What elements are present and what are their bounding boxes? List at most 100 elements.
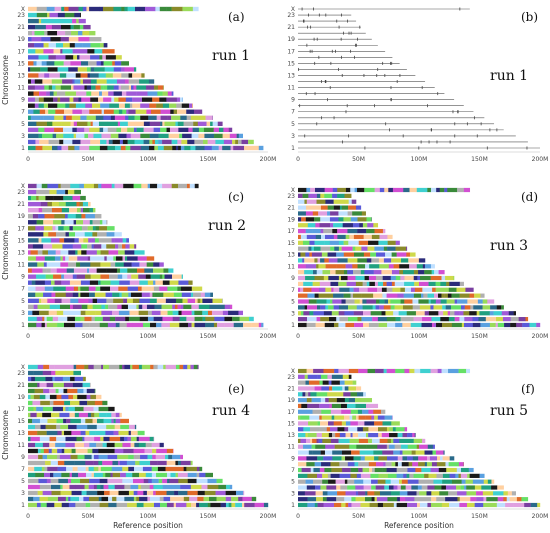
bar-chr-18 — [28, 220, 108, 225]
segment — [162, 183, 172, 189]
segment — [336, 317, 340, 322]
segment — [52, 262, 61, 267]
y-axis-label: Chromosome — [1, 410, 10, 460]
segment — [122, 274, 128, 279]
segment — [379, 187, 385, 193]
segment — [298, 450, 310, 455]
segment — [350, 392, 358, 397]
segment — [34, 43, 44, 48]
segment — [172, 316, 180, 322]
segment — [48, 232, 57, 237]
segment — [39, 139, 49, 145]
segment — [121, 61, 124, 66]
marker — [310, 25, 312, 29]
segment — [39, 394, 46, 400]
segment — [106, 139, 109, 145]
segment — [343, 240, 349, 245]
segment — [336, 497, 345, 502]
segment — [131, 262, 140, 267]
segment — [56, 454, 61, 460]
segment — [319, 380, 323, 385]
segment — [135, 121, 145, 127]
segment — [44, 127, 55, 133]
segment — [329, 217, 339, 222]
segment — [327, 205, 335, 210]
segment — [65, 214, 68, 219]
segment — [28, 274, 37, 279]
segment — [361, 246, 368, 251]
marker — [428, 140, 430, 144]
segment — [74, 79, 81, 84]
segment — [171, 91, 174, 96]
segment — [197, 496, 204, 502]
segment — [390, 275, 397, 281]
segment — [62, 376, 71, 382]
segment — [120, 424, 130, 430]
bar-chr-7 — [298, 467, 474, 473]
segment — [313, 467, 320, 473]
segment — [333, 287, 340, 292]
bar-chr-14 — [28, 424, 137, 430]
segment — [41, 183, 48, 189]
segment — [472, 479, 484, 484]
segment — [128, 292, 132, 297]
segment — [159, 262, 164, 267]
segment — [414, 368, 421, 374]
segment — [232, 316, 240, 322]
segment — [40, 448, 45, 454]
segment — [313, 246, 321, 251]
segment — [61, 145, 69, 151]
segment — [124, 484, 131, 490]
segment — [467, 299, 479, 304]
segment — [48, 109, 56, 114]
segment — [441, 293, 445, 298]
segment — [229, 484, 233, 490]
segment — [37, 262, 45, 267]
segment — [42, 133, 53, 139]
segment — [377, 444, 388, 449]
segment — [373, 293, 383, 298]
segment — [207, 478, 217, 484]
segment — [302, 392, 306, 397]
segment — [384, 187, 389, 193]
segment — [94, 49, 103, 54]
segment — [379, 299, 385, 304]
segment — [476, 497, 484, 502]
segment — [30, 412, 37, 418]
y-tick-label: 13 — [287, 432, 295, 439]
segment — [150, 274, 160, 279]
segment — [132, 115, 135, 120]
segment — [79, 201, 84, 207]
marker — [307, 25, 309, 29]
segment — [130, 436, 137, 442]
segment — [36, 232, 44, 237]
segment — [168, 133, 180, 139]
segment — [91, 472, 95, 478]
segment — [399, 497, 406, 502]
segment — [106, 268, 118, 273]
segment — [391, 281, 395, 287]
segment — [75, 133, 85, 139]
marker — [355, 43, 357, 47]
segment — [339, 444, 350, 449]
segment — [129, 103, 133, 108]
segment — [61, 472, 70, 478]
segment — [352, 380, 357, 385]
segment — [172, 145, 177, 151]
segment — [128, 466, 135, 472]
segment — [187, 472, 197, 478]
segment — [53, 49, 61, 54]
segment — [204, 133, 215, 139]
segment — [411, 450, 416, 455]
segment — [358, 240, 369, 245]
y-tick-label: 3 — [291, 490, 295, 497]
segment — [80, 115, 87, 120]
segment — [311, 444, 316, 449]
segment — [472, 317, 479, 322]
marker — [385, 122, 387, 126]
segment — [83, 24, 91, 30]
segment — [114, 424, 121, 430]
segment — [180, 460, 191, 466]
segment — [478, 317, 487, 322]
